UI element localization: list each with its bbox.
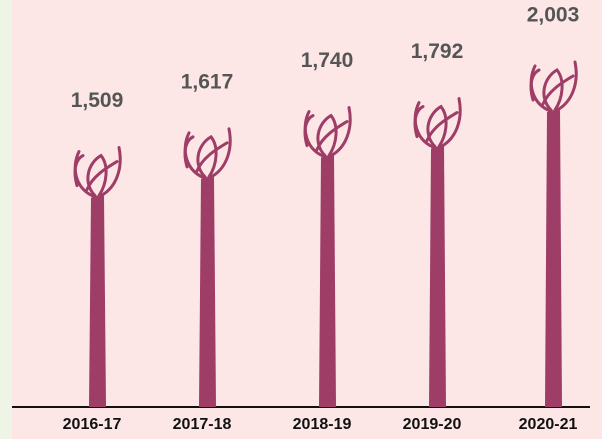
flower-petal — [325, 106, 352, 160]
left-strip — [0, 0, 12, 439]
x-tick-label: 2019-20 — [403, 416, 462, 433]
x-tick-label: 2017-18 — [173, 416, 232, 433]
pictogram-flower — [73, 146, 122, 407]
stem — [319, 155, 336, 407]
flower-petal — [73, 150, 99, 200]
flower-petal — [551, 60, 578, 114]
flower-petal — [303, 114, 315, 148]
flower-petal — [413, 101, 439, 151]
value-label: 2,003 — [527, 4, 580, 27]
x-tick-label: 2016-17 — [63, 416, 122, 433]
value-label: 1,509 — [71, 89, 124, 112]
flower-petal — [529, 64, 555, 114]
flower-petal — [315, 120, 349, 152]
stem — [545, 110, 562, 407]
flower-petal — [95, 146, 122, 200]
value-label: 1,792 — [411, 40, 464, 63]
x-tick-label: 2018-19 — [293, 416, 352, 433]
flower-petal — [205, 127, 232, 181]
x-tick-label: 2020-21 — [519, 416, 578, 433]
flower-petal — [183, 131, 209, 181]
pictogram-flower — [529, 60, 578, 407]
stem — [429, 146, 446, 408]
flower-petal — [85, 160, 119, 192]
flower-petal — [435, 97, 462, 151]
value-label: 1,740 — [301, 49, 354, 72]
flower-petal — [425, 111, 459, 143]
pictogram-flower — [303, 106, 352, 407]
stem — [89, 195, 106, 407]
flower-petal — [195, 141, 229, 173]
pictogram-flower — [183, 127, 232, 407]
stem — [199, 176, 216, 407]
flower-petal — [529, 68, 541, 102]
flower-petal — [541, 74, 575, 106]
flower-petal — [413, 105, 425, 139]
flower-petal — [183, 135, 195, 169]
flower-petal — [73, 154, 85, 188]
value-label: 1,617 — [181, 70, 234, 93]
flower-petal — [303, 110, 329, 160]
pictogram-flower — [413, 97, 462, 408]
